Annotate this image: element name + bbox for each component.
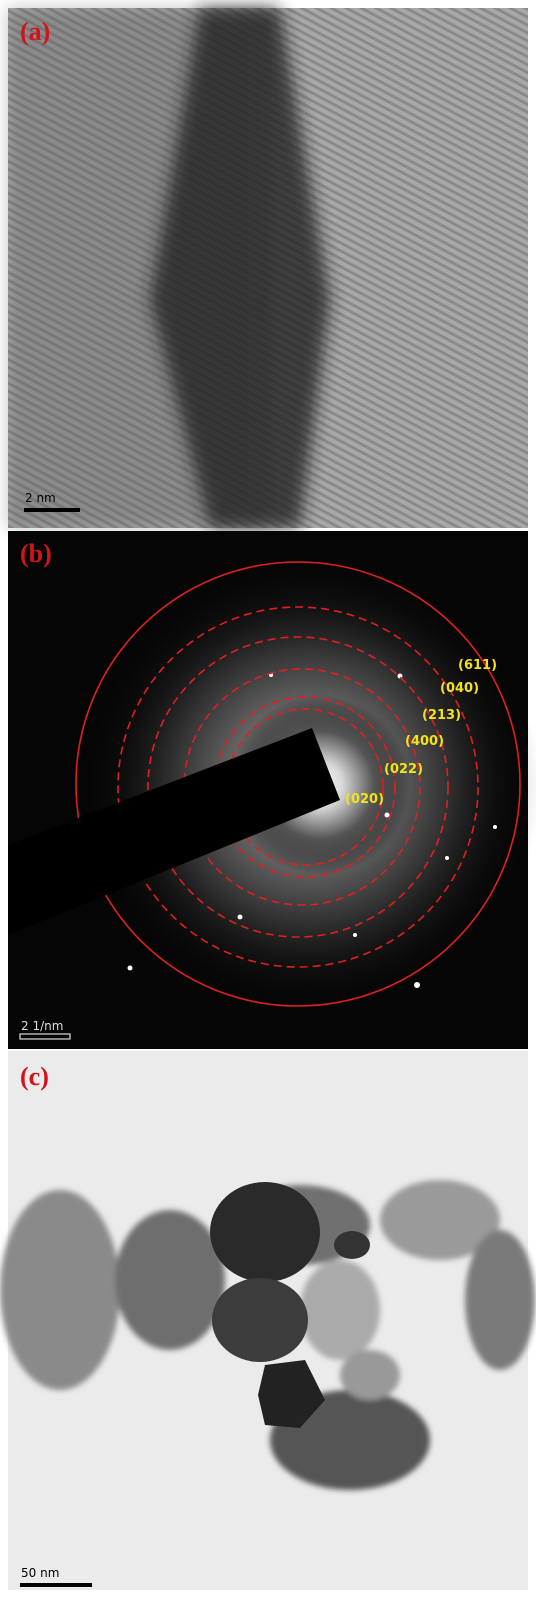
panel-label: (a) [20, 17, 50, 46]
scale-bar [24, 508, 80, 512]
ring-label: (020) [345, 792, 384, 807]
panel-label: (c) [20, 1062, 49, 1091]
scale-bar [20, 1583, 92, 1587]
ring-label: (400) [405, 734, 444, 749]
scale-text: 2 nm [25, 491, 56, 505]
particle [210, 1182, 320, 1282]
panel-c: (c) 50 nm [0, 1051, 535, 1590]
ring-label: (213) [422, 708, 461, 723]
ring-label: (040) [440, 681, 479, 696]
particle [212, 1278, 308, 1362]
figure: (a) 2 nm (b) (611) (040) (213) (400) (02… [0, 0, 536, 1598]
panel-label: (b) [20, 539, 52, 568]
panel-a: (a) 2 nm [8, 8, 528, 528]
particle [334, 1231, 370, 1259]
scale-text: 2 1/nm [21, 1019, 63, 1033]
ring-label: (022) [384, 762, 423, 777]
scale-text: 50 nm [21, 1566, 59, 1580]
panel-b: (b) (611) (040) (213) (400) (022) (020) … [8, 531, 536, 1049]
ring-label: (611) [458, 658, 497, 673]
